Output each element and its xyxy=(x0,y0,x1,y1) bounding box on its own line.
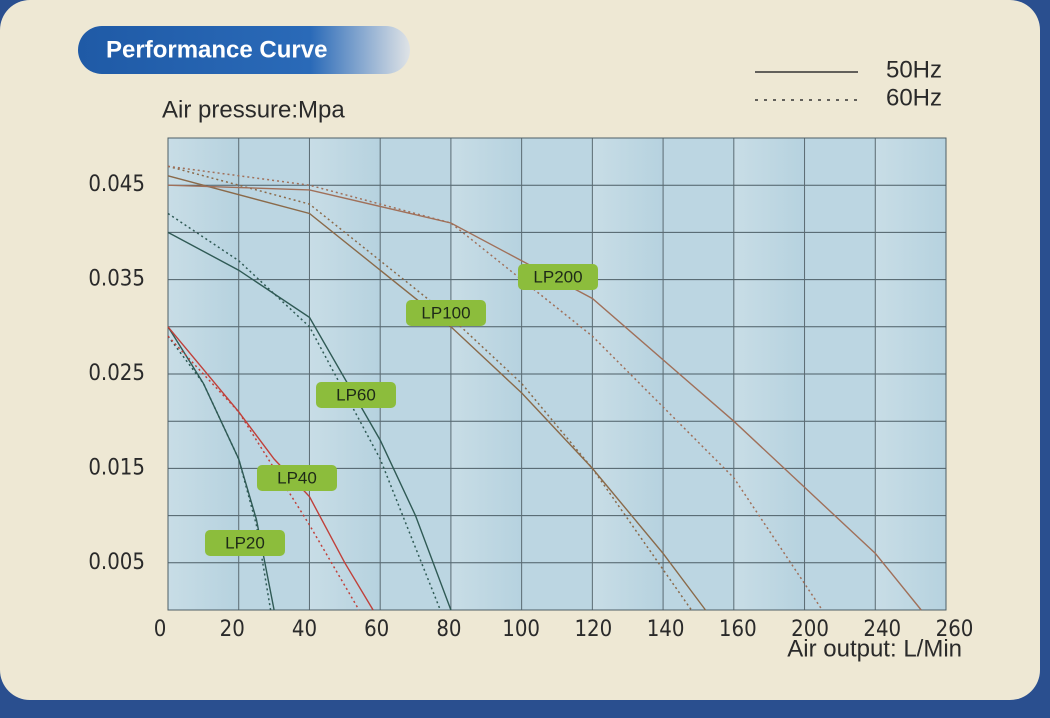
legend-label: 60Hz xyxy=(886,84,942,111)
x-tick-label: 0 xyxy=(154,617,167,642)
x-tick-label: 80 xyxy=(436,617,461,642)
y-tick-label: 0.015 xyxy=(88,455,145,480)
curve-tag xyxy=(257,465,337,491)
curve-label: LP200 xyxy=(533,267,582,286)
x-tick-label: 240 xyxy=(863,617,901,642)
x-tick-label: 140 xyxy=(647,617,685,642)
curve-label: LP60 xyxy=(336,385,376,404)
x-tick-label: 260 xyxy=(936,617,974,642)
x-tick-label: 120 xyxy=(574,617,612,642)
x-tick-label: 40 xyxy=(292,617,317,642)
legend-label: 50Hz xyxy=(886,56,942,83)
chart-title: Performance Curve xyxy=(106,36,327,63)
curve xyxy=(167,184,922,611)
curve-tag xyxy=(406,300,486,326)
x-tick-label: 200 xyxy=(791,617,829,642)
y-tick-label: 0.035 xyxy=(88,267,145,292)
curve-label: LP20 xyxy=(225,533,265,552)
curve-label: LP100 xyxy=(421,303,470,322)
title-pill xyxy=(78,26,410,74)
curve-label: LP40 xyxy=(277,468,317,487)
x-tick-label: 60 xyxy=(364,617,389,642)
curve xyxy=(167,231,452,611)
y-tick-label: 0.005 xyxy=(88,550,145,575)
curve xyxy=(167,165,693,611)
x-axis-label: Air output: L/Min xyxy=(787,635,962,662)
y-tick-label: 0.045 xyxy=(88,172,145,197)
x-tick-label: 160 xyxy=(719,617,757,642)
x-tick-label: 100 xyxy=(502,617,540,642)
curve xyxy=(167,165,823,611)
curve-tag xyxy=(316,382,396,408)
y-axis-label: Air pressure:Mpa xyxy=(162,96,345,123)
curve-tag xyxy=(518,264,598,290)
y-tick-label: 0.025 xyxy=(88,361,145,386)
curve xyxy=(167,212,441,611)
curve xyxy=(167,175,707,611)
x-tick-label: 20 xyxy=(220,617,245,642)
curve-tag xyxy=(205,530,285,556)
plot-frame xyxy=(167,137,947,611)
